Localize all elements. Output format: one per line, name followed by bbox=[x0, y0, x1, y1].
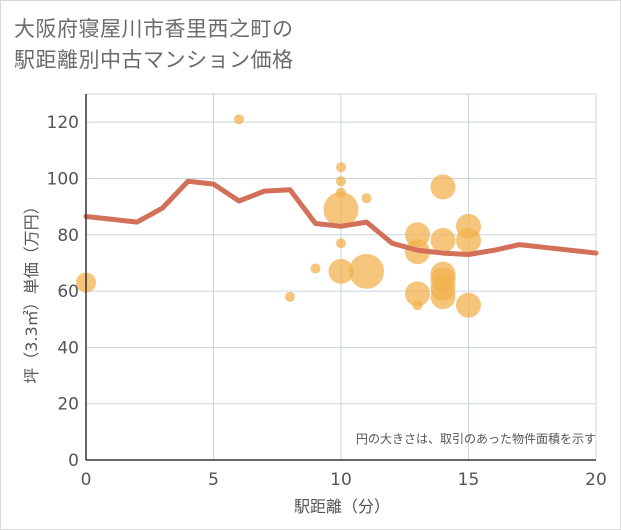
bubble-point bbox=[336, 162, 346, 173]
bubble-point bbox=[310, 263, 321, 274]
y-tick-label: 120 bbox=[47, 113, 79, 133]
bubble-point bbox=[336, 238, 346, 249]
bubble-point bbox=[349, 253, 384, 289]
y-tick-label: 80 bbox=[57, 226, 79, 246]
title-line-1: 大阪府寝屋川市香里西之町の bbox=[14, 17, 294, 41]
grid bbox=[86, 93, 597, 460]
y-tick-label: 100 bbox=[47, 169, 79, 189]
bubble-point bbox=[234, 114, 244, 125]
x-tick-label: 5 bbox=[208, 470, 219, 490]
bubble-point bbox=[336, 176, 346, 187]
x-tick-label: 20 bbox=[585, 470, 607, 490]
y-tick-label: 60 bbox=[57, 282, 79, 302]
x-tick-label: 10 bbox=[330, 470, 352, 490]
y-tick-label: 40 bbox=[57, 338, 79, 358]
bubble-point bbox=[430, 284, 456, 310]
x-axis-label: 駅距離（分） bbox=[294, 497, 390, 516]
bubble-point bbox=[361, 193, 372, 204]
bubble-point bbox=[430, 174, 456, 200]
trend-line-group bbox=[83, 178, 599, 257]
y-axis-label: 坪（3.3㎡）単価（万円） bbox=[22, 198, 41, 383]
bubble-point bbox=[285, 291, 295, 302]
chart-title: 大阪府寝屋川市香里西之町の 駅距離別中古マンション価格 bbox=[14, 14, 294, 76]
bubble-point bbox=[405, 281, 430, 307]
y-tick-label: 0 bbox=[68, 451, 79, 471]
bubble-point bbox=[323, 191, 359, 227]
bubble-point bbox=[430, 227, 456, 253]
axes: 0 20 40 60 80 100 120 0 5 10 15 20 bbox=[47, 94, 607, 490]
bubble-point bbox=[412, 300, 423, 311]
trend-line bbox=[83, 178, 599, 257]
bubble-point bbox=[456, 227, 481, 253]
bubble-point bbox=[456, 292, 481, 318]
y-tick-label: 20 bbox=[57, 395, 79, 415]
x-tick-label: 0 bbox=[81, 470, 92, 490]
bubble-point bbox=[328, 258, 354, 284]
title-line-2: 駅距離別中古マンション価格 bbox=[14, 48, 294, 72]
bubbles bbox=[76, 114, 481, 318]
size-note: 円の大きさは、取引のあった物件面積を示す bbox=[356, 431, 596, 446]
x-tick-label: 15 bbox=[458, 470, 480, 490]
